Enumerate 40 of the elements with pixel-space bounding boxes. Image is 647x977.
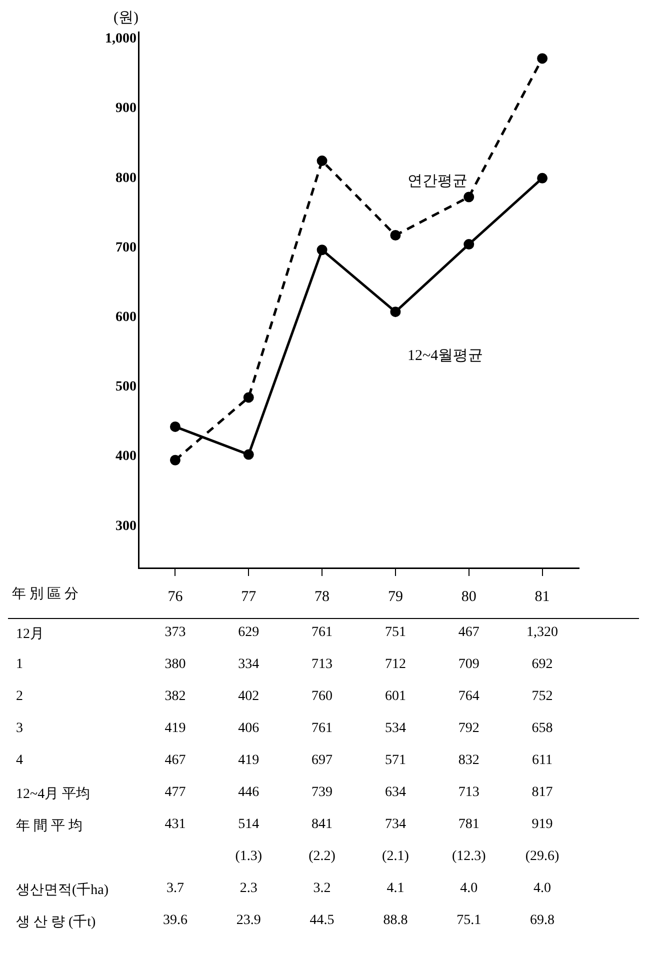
point xyxy=(243,449,254,460)
x-axis-title: 年 別 區 分 xyxy=(12,586,78,602)
text: (1.3) (2.2) (2.1) (12.3) (29.6) xyxy=(235,849,560,864)
x-tick-label: 78 xyxy=(314,588,330,605)
x-tick-label: 81 xyxy=(534,588,550,605)
point xyxy=(464,192,474,202)
x-tick-label: 79 xyxy=(388,588,403,605)
text: 12月 373 629 761 751 467 1,320 xyxy=(16,625,558,642)
x-tick-label: 77 xyxy=(241,588,257,605)
point xyxy=(316,244,328,256)
point xyxy=(316,156,328,166)
x-tick-label: 76 xyxy=(168,588,184,605)
text: 생 산 량 (千t) 39.6 23.9 44.5 88.8 75.1 69.8 xyxy=(16,913,555,930)
point xyxy=(537,53,548,64)
text: 12~4월평균 xyxy=(407,348,484,364)
y-tick-label: 800 xyxy=(116,170,136,186)
text: 4 467 419 697 571 832 611 xyxy=(16,753,553,768)
point xyxy=(537,172,548,184)
y-tick-label: 300 xyxy=(116,518,136,534)
y-tick-label: 600 xyxy=(116,310,136,326)
text: 3 419 406 761 534 792 658 xyxy=(16,721,553,736)
text: 12~4月 平均 477 446 739 634 713 817 xyxy=(16,785,553,802)
series-label: 연간평균 xyxy=(407,173,468,190)
y-tick-label: 400 xyxy=(116,449,136,464)
point xyxy=(390,306,401,318)
point xyxy=(243,392,254,403)
point xyxy=(390,230,401,241)
y-tick-label: 700 xyxy=(116,240,136,256)
text: 생산면적(千ha) 3.7 2.3 3.2 4.1 4.0 4.0 xyxy=(16,881,552,898)
point xyxy=(170,454,180,466)
text: 年 間 平 均 431 514 841 734 781 919 xyxy=(16,817,553,834)
text: 1 380 334 713 712 709 692 xyxy=(16,657,553,672)
point xyxy=(464,239,474,250)
point xyxy=(170,421,180,432)
y-tick-label: 900 xyxy=(116,101,136,116)
y-tick-label: 1,000 xyxy=(105,32,136,47)
y-tick-label: 500 xyxy=(116,380,136,395)
x-tick-label: 80 xyxy=(461,588,476,605)
text: 2 382 402 760 601 764 752 xyxy=(16,689,553,704)
y-axis-title: (원) xyxy=(114,10,138,26)
